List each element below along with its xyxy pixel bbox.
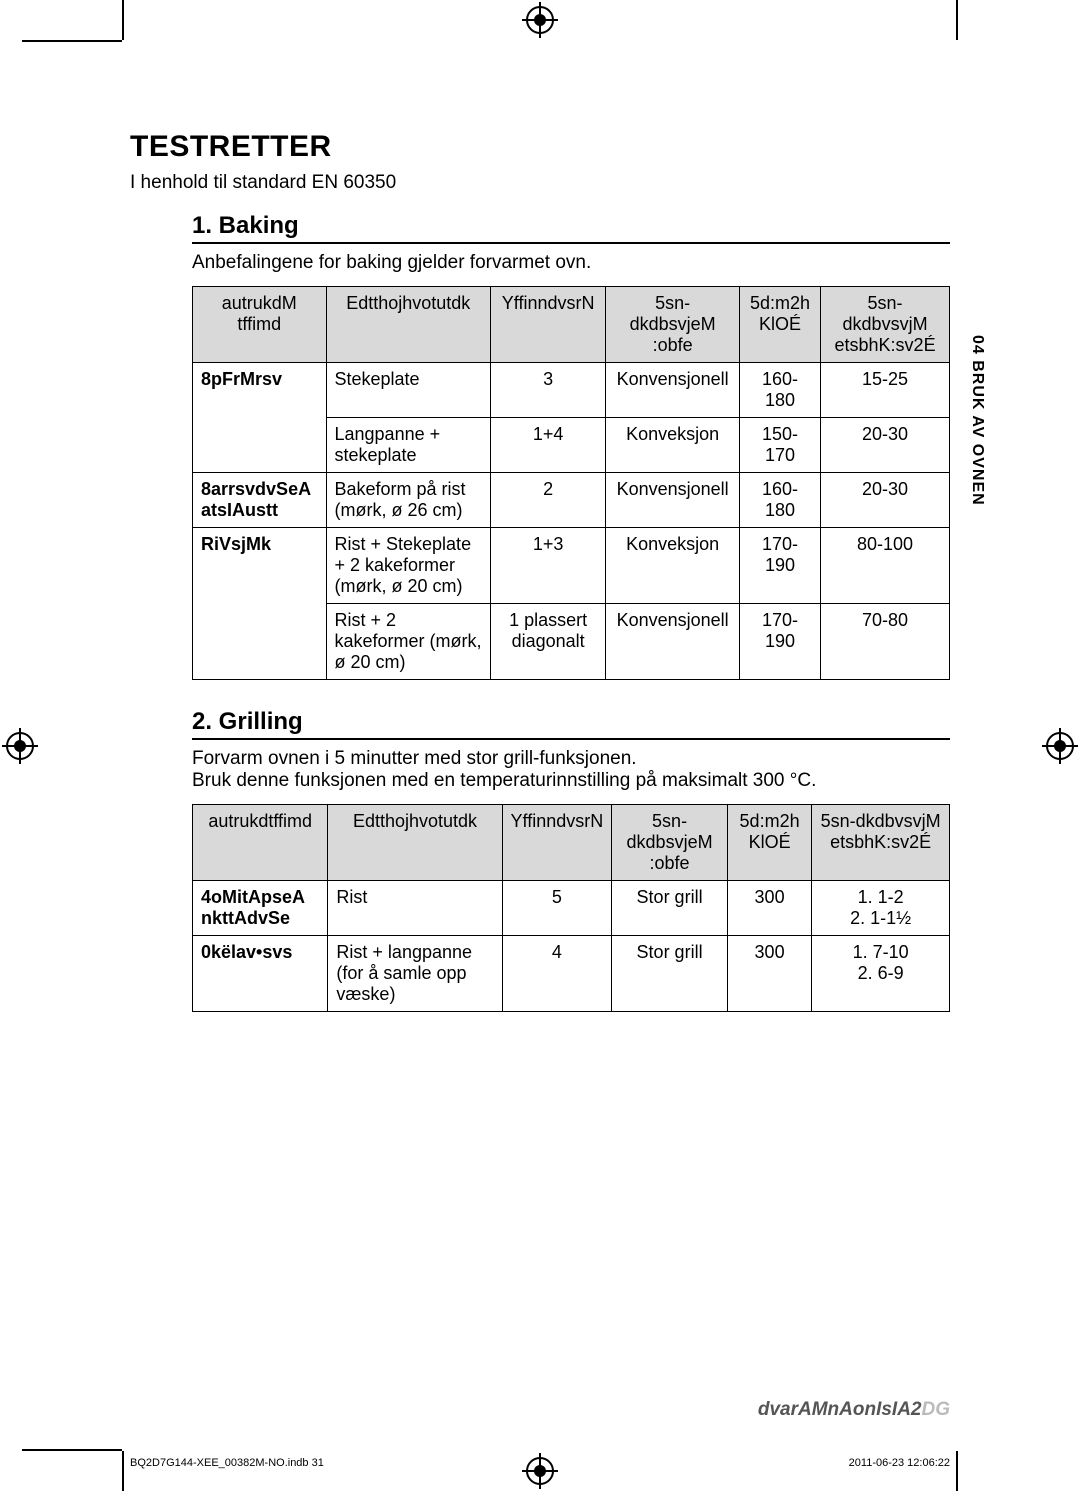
cell: Konveksjon (606, 528, 740, 604)
row-label: 4oMitApseA nkttAdvSe (193, 881, 328, 936)
section-heading-grilling: 2. Grilling (192, 708, 950, 740)
cell: 3 (491, 363, 606, 418)
cell: 2 (491, 473, 606, 528)
cell: 300 (727, 936, 811, 1012)
cell: 70-80 (821, 604, 950, 680)
col-header: 5sn-dkdbvsvjM etsbhK:sv2É (821, 287, 950, 363)
col-header: autrukdM tffimd (193, 287, 327, 363)
baking-table: autrukdM tffimd Edtthojhvotutdk Yffinndv… (192, 286, 950, 680)
grilling-table: autrukdtffimd Edtthojhvotutdk Yffinndvsr… (192, 804, 950, 1012)
col-header: 5sn-dkdbvsvjM etsbhK:sv2É (812, 805, 950, 881)
row-label: 8pFrMrsv (193, 363, 327, 473)
col-header: 5d:m2h KlOÉ (739, 287, 820, 363)
cell: 20-30 (821, 418, 950, 473)
cell: 20-30 (821, 473, 950, 528)
cell: Bakeform på rist (mørk, ø 26 cm) (326, 473, 491, 528)
footer-text: dvarAMnAonIsIA2 (758, 1399, 922, 1420)
cell: 300 (727, 881, 811, 936)
footer-num: DG (922, 1399, 951, 1420)
cell: 1+3 (491, 528, 606, 604)
cell: Rist + langpanne (for å samle opp væske) (328, 936, 502, 1012)
footer-filename: BQ2D7G144-XEE_00382M-NO.indb 31 (130, 1457, 324, 1469)
table-row: RiVsjMk Rist + Stekeplate + 2 kakeformer… (193, 528, 950, 604)
cell: 1+4 (491, 418, 606, 473)
cell: 160-180 (739, 473, 820, 528)
row-label: RiVsjMk (193, 528, 327, 680)
cell: Stekeplate (326, 363, 491, 418)
page-subtitle: I henhold til standard EN 60350 (130, 172, 950, 194)
col-header: autrukdtffimd (193, 805, 328, 881)
col-header: Edtthojhvotutdk (326, 287, 491, 363)
col-header: 5d:m2h KlOÉ (727, 805, 811, 881)
footer-timestamp: 2011-06-23 12:06:22 (849, 1457, 950, 1469)
cell: 170-190 (739, 604, 820, 680)
cell: 15-25 (821, 363, 950, 418)
cell: 5 (502, 881, 612, 936)
table-row: 8arrsvdvSeA atsIAustt Bakeform på rist (… (193, 473, 950, 528)
table-row: 4oMitApseA nkttAdvSe Rist 5 Stor grill 3… (193, 881, 950, 936)
table-row: 0këlav•svs Rist + langpanne (for å samle… (193, 936, 950, 1012)
col-header: 5sn-dkdbsvjeM :obfe (606, 287, 740, 363)
row-label: 0këlav•svs (193, 936, 328, 1012)
table-row: 8pFrMrsv Stekeplate 3 Konvensjonell 160-… (193, 363, 950, 418)
col-header: YffinndvsrN (502, 805, 612, 881)
cell: Konvensjonell (606, 363, 740, 418)
section-note: Forvarm ovnen i 5 minutter med stor gril… (192, 748, 950, 792)
cell: Rist (328, 881, 502, 936)
cell: 150-170 (739, 418, 820, 473)
section-heading-baking: 1. Baking (192, 212, 950, 244)
col-header: 5sn-dkdbsvjeM :obfe (612, 805, 728, 881)
cell: Stor grill (612, 936, 728, 1012)
cell: 4 (502, 936, 612, 1012)
cell: Rist + 2 kakeformer (mørk, ø 20 cm) (326, 604, 491, 680)
row-label: 8arrsvdvSeA atsIAustt (193, 473, 327, 528)
col-header: Edtthojhvotutdk (328, 805, 502, 881)
cell: Stor grill (612, 881, 728, 936)
cell: 1. 1-2 2. 1-1½ (812, 881, 950, 936)
cell: 80-100 (821, 528, 950, 604)
cell: 1. 7-10 2. 6-9 (812, 936, 950, 1012)
side-tab-label: 04 BRUK AV OVNEN (968, 335, 986, 506)
cell: 170-190 (739, 528, 820, 604)
section-note: Anbefalingene for baking gjelder forvarm… (192, 252, 950, 274)
page-title: TESTRETTER (130, 130, 950, 164)
cell: Konvensjonell (606, 604, 740, 680)
cell: Konveksjon (606, 418, 740, 473)
cell: Langpanne + stekeplate (326, 418, 491, 473)
cell: 1 plassert diagonalt (491, 604, 606, 680)
col-header: YffinndvsrN (491, 287, 606, 363)
cell: Konvensjonell (606, 473, 740, 528)
footer-page-label: dvarAMnAonIsIA2DG (758, 1399, 950, 1421)
cell: 160-180 (739, 363, 820, 418)
cell: Rist + Stekeplate + 2 kakeformer (mørk, … (326, 528, 491, 604)
